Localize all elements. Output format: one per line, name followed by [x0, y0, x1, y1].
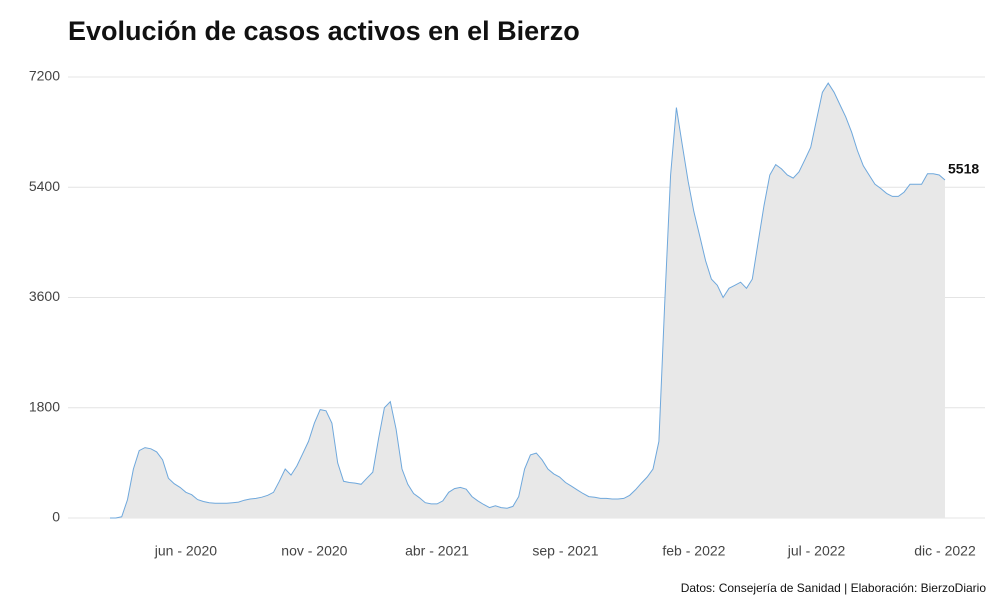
chart-title: Evolución de casos activos en el Bierzo — [68, 16, 580, 46]
y-tick-label: 1800 — [29, 398, 60, 414]
x-tick-label: sep - 2021 — [532, 543, 598, 559]
y-tick-label: 0 — [52, 509, 60, 525]
x-tick-label: dic - 2022 — [914, 543, 976, 559]
source-note: Datos: Consejería de Sanidad | Elaboraci… — [681, 581, 987, 595]
x-tick-label: nov - 2020 — [281, 543, 347, 559]
x-tick-label: jun - 2020 — [154, 543, 217, 559]
x-tick-label: feb - 2022 — [662, 543, 725, 559]
area — [110, 83, 945, 518]
line — [110, 82, 946, 519]
y-tick-label: 5400 — [29, 178, 60, 194]
x-tick-label: jul - 2022 — [787, 543, 846, 559]
value-label: 5518 — [948, 161, 979, 177]
y-tick-label: 3600 — [29, 288, 60, 304]
y-tick-label: 7200 — [29, 68, 60, 84]
x-tick-label: abr - 2021 — [405, 543, 469, 559]
